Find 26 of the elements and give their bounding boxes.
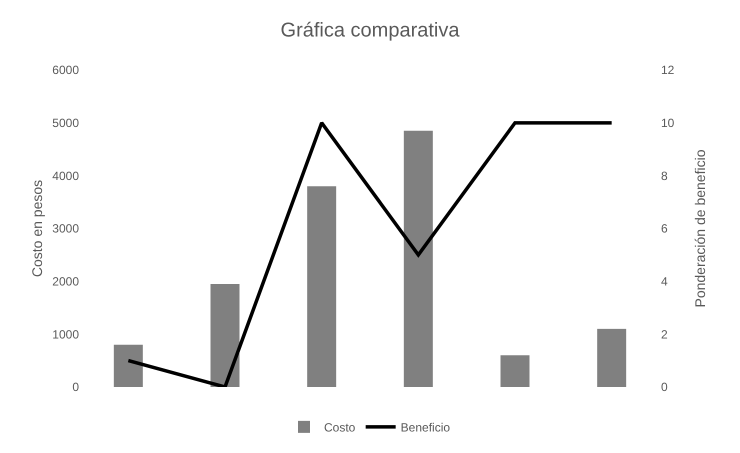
bar [307, 186, 336, 387]
bar [597, 328, 626, 387]
y-tick-label: 0 [72, 380, 80, 394]
bar [210, 284, 240, 387]
legend-label: Beneficio [400, 420, 450, 435]
y2-tick-label: 0 [661, 380, 668, 394]
bar [114, 344, 143, 387]
bar [404, 130, 433, 387]
y-tick-label: 5000 [52, 116, 80, 130]
y-tick-label: 2000 [52, 274, 80, 289]
y-tick-label: 3000 [52, 222, 80, 236]
y2-tick-label: 6 [661, 222, 668, 236]
line-series [126, 121, 614, 387]
chart-title: Gráfica comparativa [280, 20, 460, 42]
y2-axis-title: Ponderación de beneficio [692, 149, 708, 308]
y2-tick-label: 12 [661, 63, 675, 78]
y2-tick-label: 8 [661, 168, 668, 183]
y-tick-label: 4000 [52, 168, 80, 183]
legend-label: Costo [324, 420, 356, 435]
bar [500, 355, 530, 387]
y-tick-label: 1000 [52, 327, 80, 342]
y2-tick-label: 4 [661, 274, 668, 289]
y2-tick-label: 2 [661, 327, 668, 342]
y-axis-title: Costo en pesos [29, 180, 45, 278]
y2-tick-label: 10 [661, 116, 675, 130]
y-tick-label: 6000 [52, 63, 80, 78]
